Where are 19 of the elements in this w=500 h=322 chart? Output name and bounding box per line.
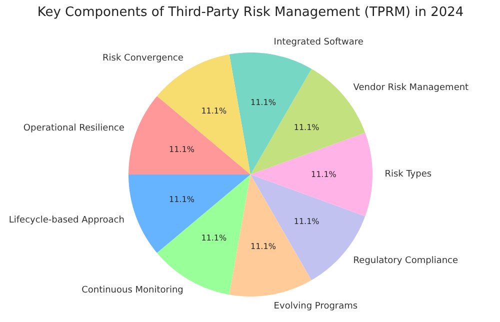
data-label: 11.1% [201,233,228,242]
data-label: 11.1% [169,195,195,204]
slice-label: Integrated Software [274,37,364,48]
slice-label: Continuous Monitoring [82,286,184,296]
slice-label: Risk Convergence [102,53,184,64]
slice-label: Lifecycle-based Approach [8,215,124,226]
slice-label: Vendor Risk Management [353,83,470,94]
slice-label: Regulatory Compliance [353,256,458,266]
data-label: 11.1% [201,106,228,116]
data-label: 11.1% [250,98,276,107]
data-label: 11.1% [294,122,320,132]
chart-title: Key Components of Third-Party Risk Management (TPRM) in 2024 [37,5,464,20]
slice-label: Operational Resilience [23,124,125,134]
data-label: 11.1% [169,144,195,154]
data-label: 11.1% [250,242,276,252]
slice-label: Evolving Programs [274,302,358,312]
data-label: 11.1% [310,170,337,179]
slice-label: Risk Types [384,170,432,180]
data-label: 11.1% [294,217,320,226]
